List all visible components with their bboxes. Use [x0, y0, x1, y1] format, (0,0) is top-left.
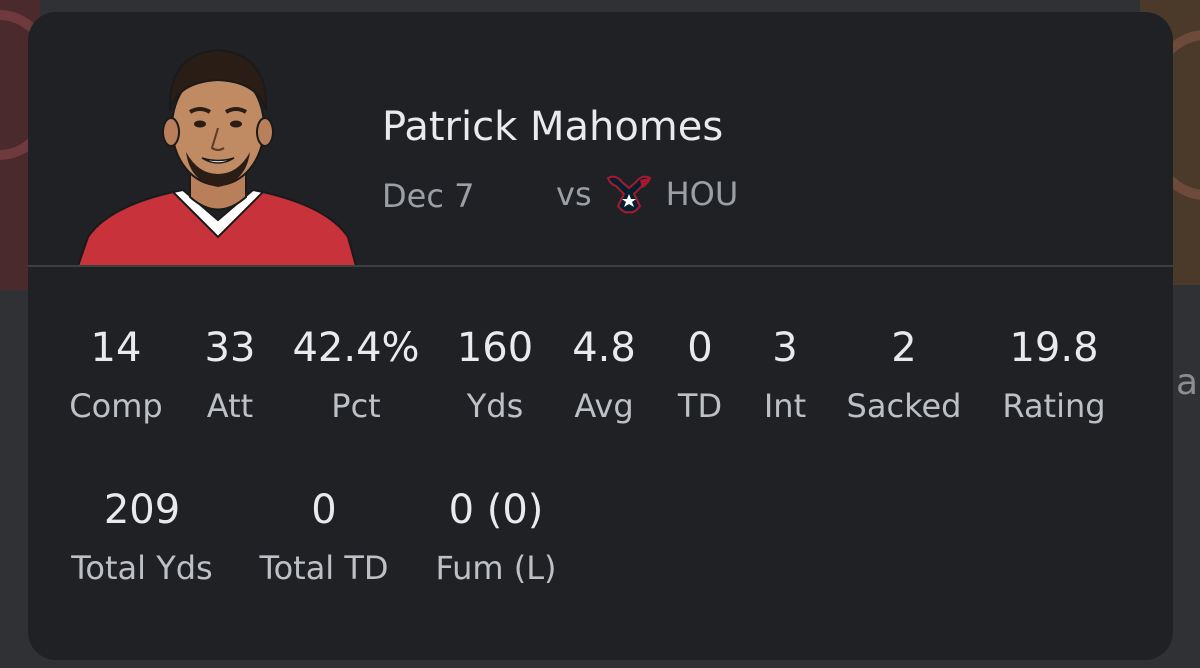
stat-int: 3 Int — [764, 324, 806, 426]
stat-value: 19.8 — [1009, 325, 1099, 371]
game-date: Dec 7 — [382, 177, 475, 215]
stat-value: 160 — [456, 325, 534, 371]
stat-rating: 19.8 Rating — [1002, 324, 1105, 426]
stat-total-td: 0 Total TD — [259, 486, 388, 588]
stat-td: 0 TD — [678, 324, 722, 426]
player-stats-card[interactable]: Patrick Mahomes Dec 7 vs HOU 14 Comp 33 … — [28, 12, 1173, 660]
stat-value: 0 — [311, 487, 337, 533]
opponent-info: vs HOU — [556, 172, 738, 216]
stat-value: 4.8 — [572, 325, 636, 371]
stat-sacked: 2 Sacked — [847, 324, 962, 426]
card-header: Patrick Mahomes Dec 7 vs HOU — [28, 12, 1173, 266]
stat-value: 0 — [687, 325, 713, 371]
stat-label: Rating — [1002, 387, 1106, 425]
player-avatar-icon — [78, 48, 358, 266]
stat-fumbles: 0 (0) Fum (L) — [435, 486, 556, 588]
versus-label: vs — [556, 175, 592, 213]
houston-texans-logo-icon — [606, 175, 651, 214]
stat-avg: 4.8 Avg — [572, 324, 636, 426]
stat-value: 42.4% — [292, 325, 420, 371]
header-divider — [28, 265, 1173, 267]
stat-label: Avg — [574, 387, 634, 425]
stat-total-yds: 209 Total Yds — [71, 486, 212, 588]
stat-label: Att — [206, 387, 254, 425]
stat-label: Yds — [466, 387, 524, 425]
stat-att: 33 Att — [205, 324, 256, 426]
stat-label: Fum (L) — [435, 549, 557, 587]
stat-label: Total TD — [259, 549, 389, 587]
stat-label: Sacked — [846, 387, 962, 425]
stat-comp: 14 Comp — [69, 324, 162, 426]
stat-value: 14 — [90, 325, 142, 371]
opponent-team: HOU — [665, 175, 739, 213]
stat-yds: 160 Yds — [457, 324, 533, 426]
stat-value: 2 — [891, 325, 917, 371]
player-name: Patrick Mahomes — [382, 104, 724, 150]
stat-label: Comp — [69, 387, 163, 425]
stat-value: 209 — [103, 487, 181, 533]
stat-label: TD — [677, 387, 723, 425]
stat-value: 3 — [772, 325, 798, 371]
stat-value: 33 — [204, 325, 256, 371]
stat-pct: 42.4% Pct — [292, 324, 419, 426]
stat-value: 0 (0) — [448, 487, 544, 533]
background-text-fragment: a — [1175, 362, 1198, 403]
stat-label: Pct — [331, 387, 381, 425]
stat-label: Total Yds — [71, 549, 213, 587]
stat-label: Int — [763, 387, 807, 425]
